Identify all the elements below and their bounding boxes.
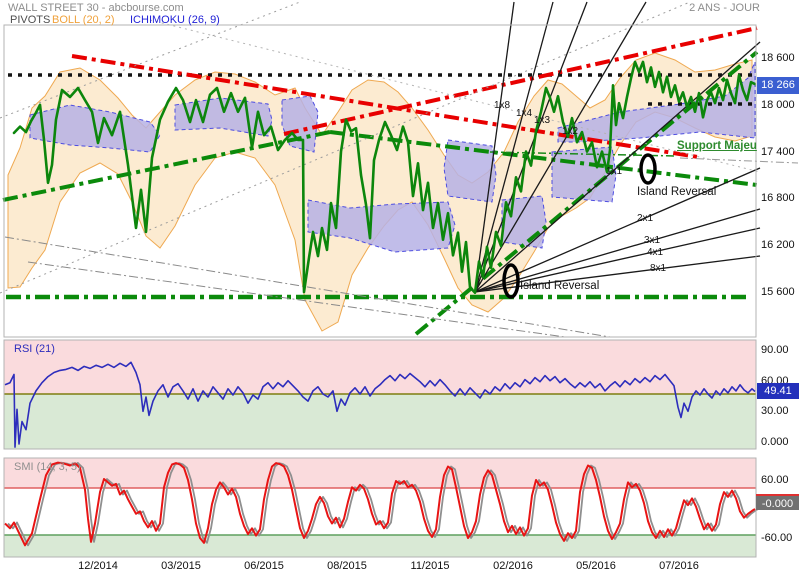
price-y-tick-label: 18 000: [761, 98, 795, 111]
island-reversal-annotation: Island Reversal: [637, 186, 717, 198]
price-y-tick-label: 16 200: [761, 239, 795, 252]
gann-fan-label: 8x1: [650, 263, 667, 274]
x-date-label: 06/2015: [244, 560, 284, 572]
x-date-label: 11/2015: [410, 560, 450, 572]
gann-fan-label: 4x1: [647, 247, 664, 258]
rsi-y-tick-label: 30.00: [761, 405, 789, 418]
x-date-label: 03/2015: [161, 560, 201, 572]
gann-fan-label: 3x1: [644, 235, 661, 246]
support-majeur-annotation: Support Majeu: [677, 140, 757, 152]
gann-fan-label: 1x2: [562, 126, 579, 137]
gann-fan-label: 1x4: [516, 108, 533, 119]
rsi-y-tick-label: 0.000: [761, 436, 789, 448]
x-date-label: 12/2014: [78, 560, 118, 572]
gann-fan-label: 1x3: [534, 115, 551, 126]
x-date-label: 07/2016: [659, 560, 699, 572]
rsi-value-badge: 49.41: [757, 383, 799, 399]
smi-y-tick-label: -60.00: [761, 532, 793, 544]
price-y-tick-label: 17 400: [761, 145, 795, 158]
instrument-title: WALL STREET 30 - abcbourse.com: [8, 2, 184, 14]
gann-fan-label: 1x1: [606, 166, 623, 177]
price-y-tick-label: 18 600: [761, 52, 795, 64]
smi-value-badge: -0.000: [756, 494, 799, 510]
smi-y-tick-label: 60.00: [761, 474, 789, 486]
price-y-tick-label: 16 800: [761, 192, 795, 205]
x-date-label: 02/2016: [493, 560, 533, 572]
island-reversal-annotation: Island Reversal: [520, 280, 600, 292]
rsi-y-tick-label: 90.00: [761, 344, 789, 356]
last-price-badge: 18 266: [757, 77, 799, 94]
rsi-panel-label: RSI (21): [14, 343, 55, 355]
smi-panel-label: SMI (14, 3, 5): [14, 461, 81, 473]
x-date-label: 05/2016: [576, 560, 616, 572]
legend-ichimoku[interactable]: ICHIMOKU (26, 9): [130, 14, 220, 26]
legend-pivots[interactable]: PIVOTS: [10, 14, 51, 26]
timeframe-label: 2 ANS - JOUR: [689, 2, 760, 14]
x-date-label: 08/2015: [327, 560, 367, 572]
price-y-tick-label: 15 600: [761, 286, 795, 298]
gann-fan-label: 2x1: [637, 213, 654, 224]
gann-fan-label: 1x8: [494, 100, 511, 111]
legend-bollinger[interactable]: BOLL (20, 2): [52, 14, 115, 26]
